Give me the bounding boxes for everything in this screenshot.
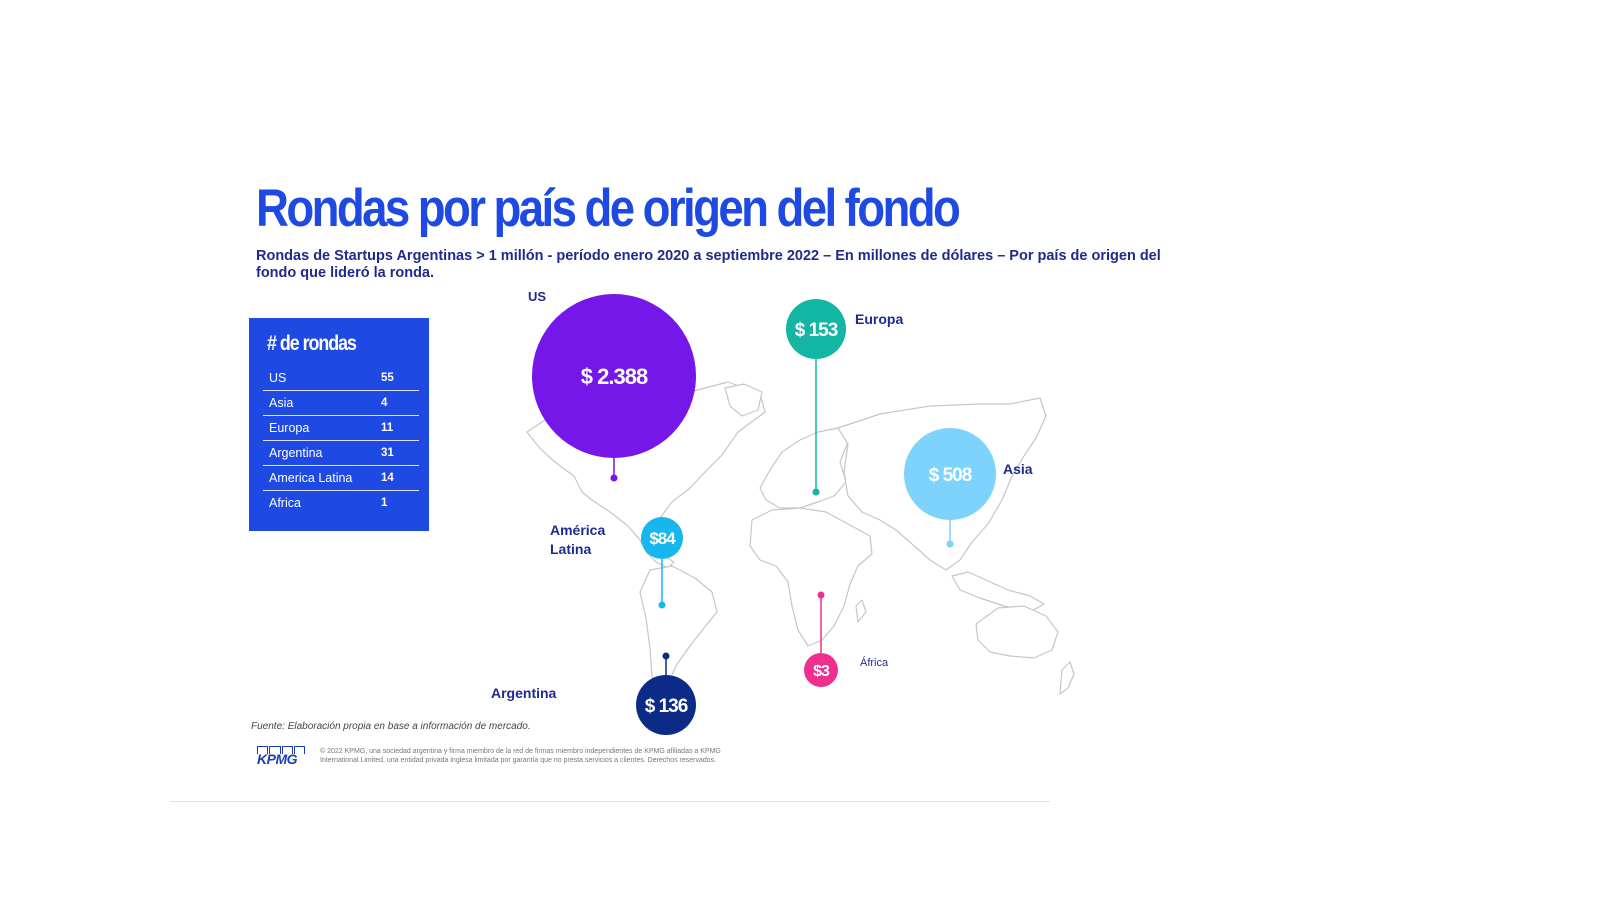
rounds-row-asia: Asia 4	[263, 391, 419, 416]
bottom-divider	[170, 801, 1050, 802]
rounds-row-count: 4	[381, 397, 388, 409]
region-label-latam-line2: Latina	[550, 541, 591, 557]
page-title: Rondas por país de origen del fondo	[256, 179, 961, 238]
copyright-notice: © 2022 KPMG, una sociedad argentina y fi…	[320, 748, 721, 764]
source-footnote: Fuente: Elaboración propia en base a inf…	[251, 721, 531, 732]
bubble-value-asia: $ 508	[929, 465, 972, 486]
bubble-marker-us	[610, 474, 618, 482]
rounds-table-title: # de rondas	[267, 332, 357, 355]
rounds-row-name: US	[269, 371, 287, 385]
bubble-circle-latam	[641, 517, 683, 559]
bubble-circle-africa	[804, 653, 838, 687]
region-labels: US Europa Asia América Latina Argentina …	[491, 289, 1033, 701]
rounds-row-latam: America Latina 14	[263, 466, 419, 491]
bubble-marker-argentina	[662, 652, 670, 660]
bubble-value-europa: $ 153	[795, 320, 838, 341]
bubble-marker-europa	[812, 488, 820, 496]
rounds-row-name: Asia	[269, 396, 294, 410]
page-subtitle: Rondas de Startups Argentinas > 1 millón…	[256, 248, 1161, 281]
greenland-shape	[724, 383, 763, 417]
rounds-row-name: Africa	[269, 496, 301, 510]
rounds-row-count: 11	[381, 422, 394, 434]
bubble-us: $ 2.388	[532, 294, 696, 482]
rounds-row-africa: Africa 1	[263, 491, 419, 515]
bubble-value-us: $ 2.388	[581, 364, 648, 389]
bubbles-layer: $ 2.388 $ 153 $ 508 $84 $ 136 $3	[532, 294, 996, 735]
southeast-asia-shape	[951, 571, 1045, 613]
bubble-value-africa: $3	[813, 663, 830, 680]
rounds-row-europa: Europa 11	[263, 416, 419, 441]
rounds-row-name: Argentina	[269, 446, 323, 460]
bubble-circle-asia	[904, 428, 996, 520]
region-label-africa: África	[860, 656, 889, 669]
bubble-circle-europa	[786, 299, 846, 359]
bubble-africa: $3	[804, 591, 838, 687]
rounds-table: US 55 Asia 4 Europa 11 Argentina 31 Amer…	[263, 366, 419, 515]
bubble-asia: $ 508	[904, 428, 996, 548]
rounds-row-count: 14	[381, 472, 394, 484]
bubble-marker-asia	[946, 540, 954, 548]
rounds-row-count: 1	[381, 497, 388, 509]
south-america-shape	[639, 565, 718, 697]
bubble-marker-africa	[817, 591, 825, 599]
bubble-argentina: $ 136	[636, 652, 696, 735]
kpmg-logo-boxes	[257, 746, 305, 754]
region-label-asia: Asia	[1003, 461, 1033, 477]
kpmg-logo-text: KPMG	[257, 751, 298, 767]
bubble-circle-us	[532, 294, 696, 458]
region-label-europa: Europa	[855, 311, 903, 327]
bubble-europa: $ 153	[786, 299, 846, 496]
madagascar-shape	[855, 599, 867, 623]
rounds-row-us: US 55	[263, 366, 419, 391]
region-label-latam: América Latina	[550, 522, 609, 557]
rounds-table-panel: # de rondas US 55 Asia 4 Europa 11 Argen…	[249, 318, 429, 531]
region-label-latam-line1: América	[550, 522, 605, 538]
rounds-row-name: America Latina	[269, 471, 353, 485]
africa-shape	[749, 507, 873, 647]
bubble-marker-latam	[658, 601, 666, 609]
kpmg-logo: KPMG	[257, 746, 305, 766]
bubble-value-latam: $84	[649, 529, 676, 548]
region-label-argentina: Argentina	[491, 685, 557, 701]
europe-shape	[759, 427, 849, 509]
bubble-circle-argentina	[636, 675, 696, 735]
rounds-row-name: Europa	[269, 421, 310, 435]
bubble-value-argentina: $ 136	[645, 696, 688, 717]
new-zealand-shape	[1059, 661, 1075, 695]
australia-shape	[975, 605, 1059, 659]
rounds-row-count: 31	[381, 447, 394, 459]
rounds-row-argentina: Argentina 31	[263, 441, 419, 466]
region-label-us: US	[528, 289, 546, 304]
rounds-row-count: 55	[381, 372, 394, 384]
bubble-latam: $84	[641, 517, 683, 609]
